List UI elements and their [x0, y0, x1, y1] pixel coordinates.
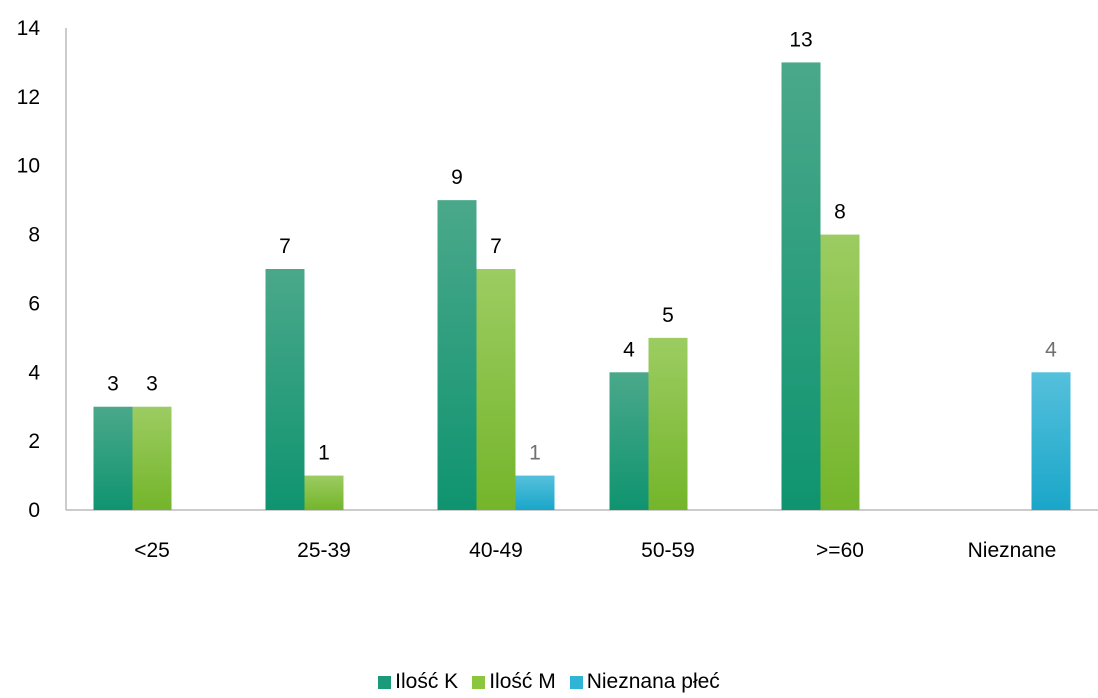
data-label: 3 [107, 373, 119, 396]
bar [304, 475, 344, 510]
x-tick-label: 40-49 [469, 539, 523, 562]
bar [1031, 372, 1071, 510]
data-label: 4 [623, 338, 635, 361]
y-tick-label: 10 [17, 155, 40, 178]
data-label: 7 [279, 235, 291, 258]
x-tick-label: >=60 [816, 539, 864, 562]
legend-label-k: Ilość K [395, 670, 459, 693]
legend-item-unknown: Nieznana płeć [569, 670, 720, 694]
bar [93, 406, 133, 510]
data-label: 7 [490, 235, 502, 258]
y-axis-ticks: 0 2 4 6 8 10 12 14 [17, 17, 41, 522]
data-label: 1 [529, 442, 541, 465]
x-tick-label: <25 [134, 539, 170, 562]
legend-swatch-unknown [569, 675, 583, 689]
data-label: 4 [1045, 338, 1057, 361]
data-label: 1 [318, 442, 330, 465]
y-tick-label: 6 [28, 292, 40, 315]
bar [437, 200, 477, 510]
bar [265, 269, 305, 510]
bar [820, 234, 860, 511]
y-tick-label: 4 [28, 361, 40, 384]
x-axis-ticks: <25 25-39 40-49 50-59 >=60 Nieznane [134, 539, 1056, 562]
legend: Ilość K Ilość M Nieznana płeć [0, 670, 1098, 694]
y-tick-label: 14 [17, 17, 41, 40]
y-tick-label: 12 [17, 86, 40, 109]
y-tick-label: 2 [28, 430, 40, 453]
data-label: 9 [451, 166, 463, 189]
data-labels-group: 3 3 7 1 9 7 1 4 5 13 8 4 [107, 28, 1057, 464]
y-tick-label: 0 [28, 499, 40, 522]
legend-swatch-m [472, 675, 486, 689]
x-tick-label: 25-39 [297, 539, 351, 562]
data-label: 13 [789, 28, 812, 51]
bar [476, 269, 516, 510]
legend-label-m: Ilość M [489, 670, 556, 693]
legend-item-m: Ilość M [472, 670, 556, 694]
legend-item-k: Ilość K [378, 670, 458, 694]
x-tick-label: Nieznane [968, 539, 1057, 562]
bar [648, 337, 688, 510]
x-tick-label: 50-59 [641, 539, 695, 562]
legend-label-unknown: Nieznana płeć [586, 670, 720, 693]
data-label: 3 [146, 373, 158, 396]
bars-group [93, 62, 1071, 511]
bar [781, 62, 821, 511]
data-label: 5 [662, 304, 674, 327]
legend-swatch-k [378, 675, 392, 689]
data-label: 8 [834, 201, 846, 224]
y-tick-label: 8 [28, 224, 40, 247]
bar [609, 372, 649, 510]
bar [515, 475, 555, 510]
bar [132, 406, 172, 510]
